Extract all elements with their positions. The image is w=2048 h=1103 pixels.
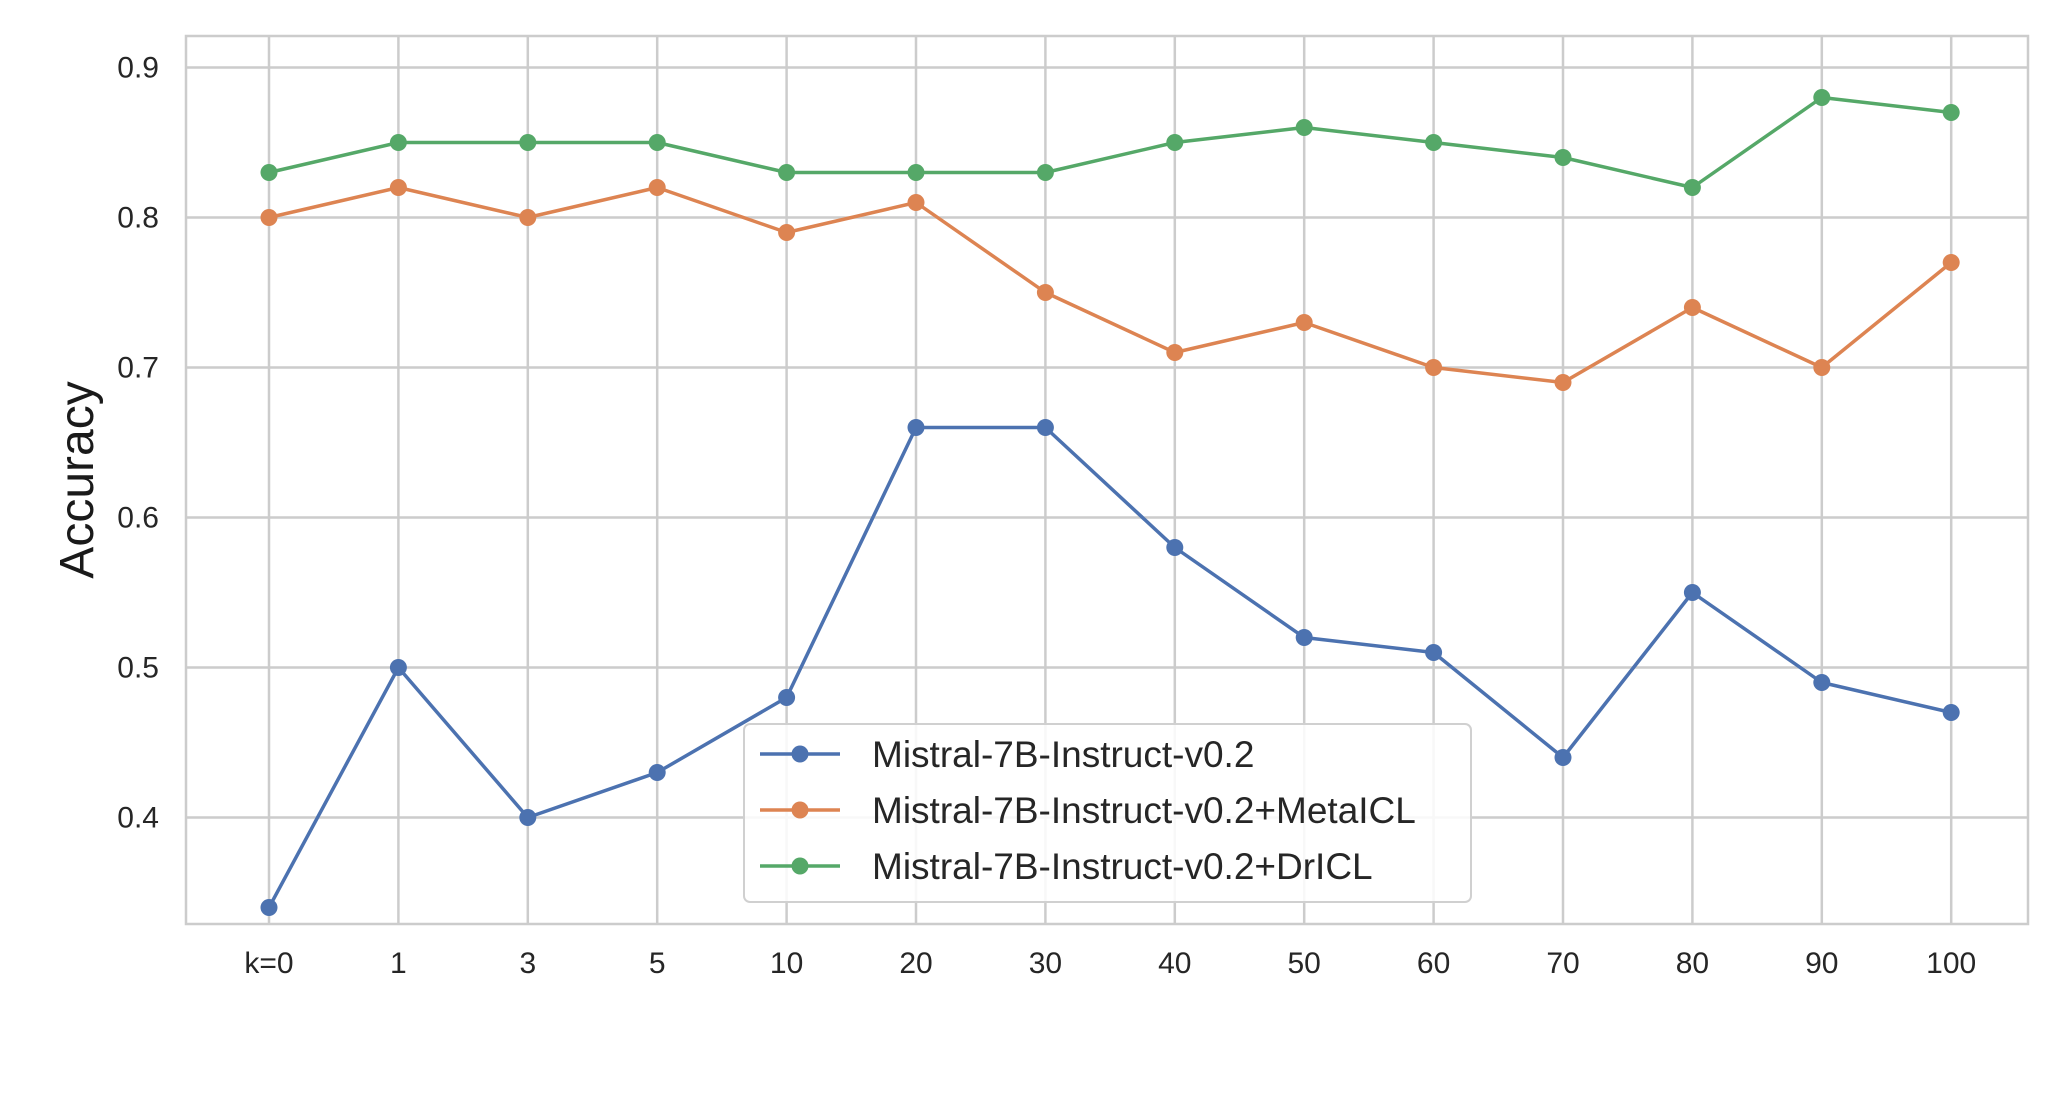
legend-marker — [791, 857, 809, 875]
legend-marker — [791, 745, 809, 763]
data-point — [1425, 644, 1443, 661]
data-point — [1942, 104, 1960, 121]
series-group — [260, 89, 1960, 916]
x-tick-label: 50 — [1288, 947, 1321, 980]
legend-label: Mistral-7B-Instruct-v0.2 — [872, 734, 1254, 775]
legend-marker — [791, 801, 809, 819]
data-point — [648, 179, 666, 196]
legend-item: Mistral-7B-Instruct-v0.2 — [760, 734, 1254, 775]
data-point — [778, 224, 796, 241]
data-point — [389, 179, 407, 196]
x-axis-ticks: k=0 1 3 5 10 20 30 40 50 60 70 80 90 100 — [244, 947, 1976, 980]
data-point — [648, 764, 666, 781]
legend-label: Mistral-7B-Instruct-v0.2+DrICL — [872, 846, 1373, 887]
data-point — [1554, 149, 1572, 166]
x-tick-label: 90 — [1805, 947, 1838, 980]
data-point — [1425, 359, 1443, 376]
data-point — [1683, 299, 1701, 316]
series-line — [267, 425, 1953, 910]
x-tick-label: 60 — [1417, 947, 1450, 980]
x-tick-label: 30 — [1029, 947, 1062, 980]
y-tick-label: 0.4 — [117, 802, 159, 835]
data-point — [1813, 89, 1831, 106]
x-tick-label: 70 — [1546, 947, 1579, 980]
data-point — [1554, 374, 1572, 391]
x-tick-label: 80 — [1676, 947, 1709, 980]
data-point — [1166, 344, 1184, 361]
plot-area-frame — [184, 34, 2030, 926]
data-point — [1036, 419, 1054, 436]
data-point — [1295, 629, 1313, 646]
series-3 — [260, 89, 1960, 196]
x-tick-label: 1 — [390, 947, 407, 980]
x-tick-label: 5 — [649, 947, 666, 980]
data-point — [519, 209, 537, 226]
data-point — [1813, 674, 1831, 691]
y-tick-label: 0.7 — [117, 352, 159, 385]
x-tick-label: 10 — [770, 947, 803, 980]
data-point — [1683, 584, 1701, 601]
data-point — [260, 164, 278, 181]
data-point — [1813, 359, 1831, 376]
legend: Mistral-7B-Instruct-v0.2 Mistral-7B-Instr… — [743, 723, 1472, 903]
data-point — [1295, 314, 1313, 331]
data-point — [778, 689, 796, 706]
data-point — [1683, 179, 1701, 196]
data-point — [260, 899, 278, 916]
data-point — [260, 209, 278, 226]
data-point — [1166, 539, 1184, 556]
y-axis-ticks: 0.4 0.5 0.6 0.7 0.8 0.9 — [117, 52, 159, 835]
legend-item: Mistral-7B-Instruct-v0.2+DrICL — [760, 846, 1373, 887]
data-point — [907, 419, 925, 436]
x-tick-label: k=0 — [244, 947, 293, 980]
data-point — [1554, 749, 1572, 766]
data-point — [778, 164, 796, 181]
legend-label: Mistral-7B-Instruct-v0.2+MetaICL — [872, 790, 1416, 831]
data-point — [389, 659, 407, 676]
data-point — [519, 809, 537, 826]
data-point — [907, 164, 925, 181]
x-tick-label: 40 — [1158, 947, 1191, 980]
y-axis-label: Accuracy — [51, 381, 104, 578]
legend-item: Mistral-7B-Instruct-v0.2+MetaICL — [760, 790, 1416, 831]
data-point — [1036, 284, 1054, 301]
y-tick-label: 0.5 — [117, 652, 159, 685]
series-1 — [260, 419, 1960, 916]
data-point — [907, 194, 925, 211]
series-line — [267, 95, 1953, 190]
y-tick-label: 0.8 — [117, 202, 159, 235]
series-2 — [260, 179, 1960, 391]
data-point — [1942, 254, 1960, 271]
x-tick-label: 20 — [899, 947, 932, 980]
y-tick-label: 0.6 — [117, 502, 159, 535]
x-tick-label: 100 — [1926, 947, 1976, 980]
data-point — [1295, 119, 1313, 136]
x-tick-label: 3 — [519, 947, 536, 980]
y-tick-label: 0.9 — [117, 52, 159, 85]
data-point — [1425, 134, 1443, 151]
data-point — [1166, 134, 1184, 151]
data-point — [1036, 164, 1054, 181]
series-line — [267, 185, 1953, 385]
legend-box — [743, 723, 1472, 903]
data-point — [648, 134, 666, 151]
data-point — [1942, 704, 1960, 721]
data-point — [389, 134, 407, 151]
data-point — [519, 134, 537, 151]
